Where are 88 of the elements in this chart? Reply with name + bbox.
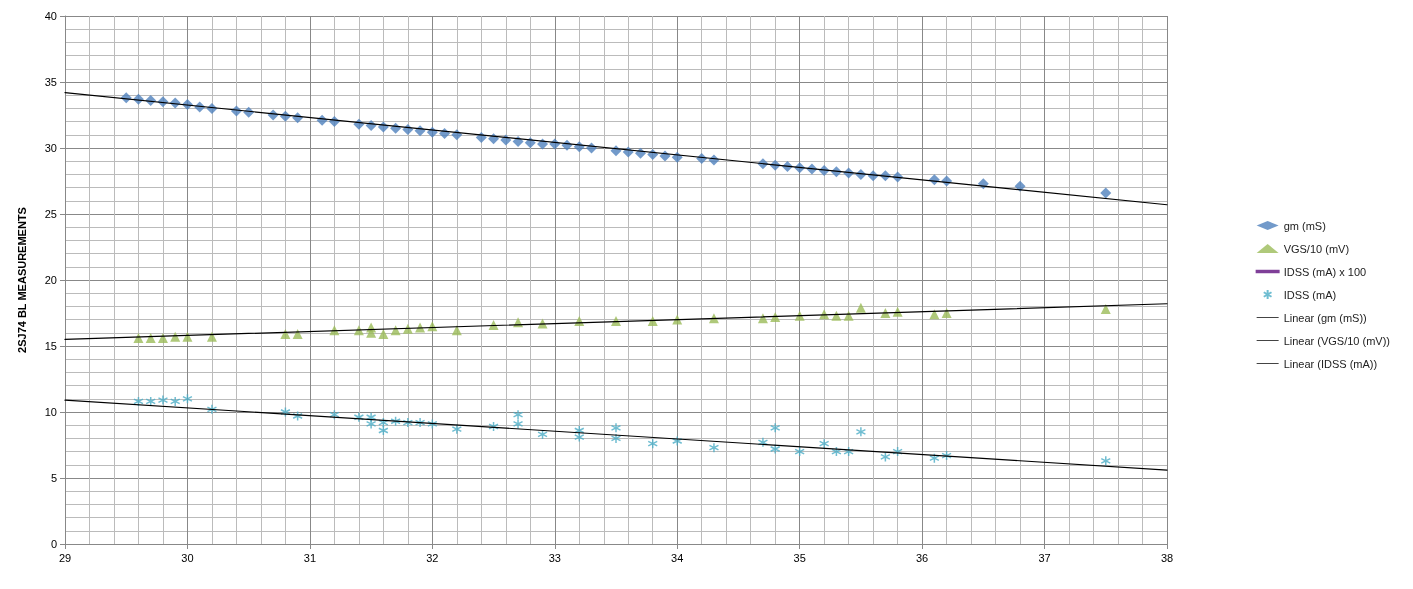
point — [794, 310, 805, 321]
point — [574, 431, 585, 443]
point — [157, 333, 168, 344]
point — [366, 327, 377, 338]
point — [133, 396, 144, 407]
point — [1014, 180, 1026, 192]
point — [292, 329, 303, 340]
y-tick-label: 25 — [44, 208, 57, 220]
point — [329, 409, 340, 420]
point — [182, 331, 193, 342]
x-tick-label: 34 — [671, 551, 684, 564]
legend-label: Linear (IDSS (mA)) — [1283, 357, 1378, 370]
point — [512, 418, 524, 430]
point — [941, 450, 952, 461]
y-tick-label: 10 — [44, 406, 57, 418]
point — [855, 302, 866, 313]
legend-label: VGS/10 (mV) — [1283, 242, 1350, 255]
point — [390, 415, 401, 427]
point — [414, 417, 426, 428]
point — [402, 417, 414, 428]
point — [610, 422, 622, 434]
point — [929, 452, 940, 464]
point — [892, 446, 903, 457]
point — [537, 429, 548, 440]
point — [353, 412, 365, 423]
point — [831, 310, 842, 321]
y-tick-label: 15 — [44, 340, 57, 352]
point — [145, 333, 156, 344]
x-tick-label: 29 — [58, 551, 72, 564]
point — [1100, 455, 1112, 467]
point — [770, 311, 781, 322]
point — [769, 443, 781, 455]
point — [512, 409, 524, 420]
point — [206, 404, 218, 415]
legend-label: Linear (gm (mS)) — [1283, 311, 1367, 324]
x-tick-label: 31 — [303, 551, 317, 564]
point — [1100, 187, 1112, 199]
point — [794, 446, 805, 457]
point — [488, 421, 499, 432]
point — [451, 423, 463, 435]
legend-label: Linear (VGS/10 (mV)) — [1283, 334, 1391, 347]
point — [769, 422, 781, 434]
point — [378, 417, 389, 428]
point — [169, 396, 181, 407]
point — [427, 418, 438, 430]
point — [818, 438, 830, 449]
x-tick-label: 35 — [793, 551, 806, 564]
point — [647, 438, 658, 449]
point — [610, 433, 622, 444]
point — [843, 446, 854, 457]
y-tick-label: 40 — [44, 10, 57, 22]
point — [280, 406, 291, 418]
point — [880, 451, 891, 463]
y-tick-label: 20 — [44, 274, 57, 286]
point — [757, 437, 769, 448]
point — [378, 425, 389, 436]
y-tick-label: 0 — [50, 538, 57, 550]
point — [157, 394, 169, 406]
point — [855, 426, 867, 438]
point — [390, 325, 401, 336]
point — [647, 315, 658, 326]
y-tick-label: 30 — [44, 142, 57, 154]
y-tick-label: 5 — [50, 472, 57, 484]
point — [182, 393, 193, 405]
y-axis-title: 2SJ74 BL MEASUREMENTS — [15, 207, 28, 353]
point — [280, 329, 291, 340]
x-tick-label: 36 — [915, 551, 929, 564]
legend-label: gm (mS) — [1283, 219, 1326, 232]
point — [671, 435, 683, 447]
point — [831, 446, 842, 457]
point — [402, 323, 413, 334]
x-tick-label: 32 — [426, 551, 439, 564]
x-tick-label: 38 — [1160, 551, 1174, 564]
point — [170, 331, 181, 342]
legend-label: IDSS (mA) — [1283, 288, 1337, 301]
x-tick-label: 37 — [1038, 551, 1051, 564]
point — [378, 329, 389, 340]
point — [206, 331, 217, 342]
point — [292, 410, 303, 422]
point — [941, 308, 952, 318]
x-tick-label: 33 — [548, 551, 561, 564]
point — [672, 314, 683, 325]
y-tick-label: 35 — [44, 76, 57, 88]
x-tick-label: 30 — [181, 551, 194, 564]
legend-label: IDSS (mA) x 100 — [1283, 265, 1367, 278]
point — [1100, 304, 1111, 315]
point — [708, 442, 720, 453]
point — [757, 313, 768, 324]
